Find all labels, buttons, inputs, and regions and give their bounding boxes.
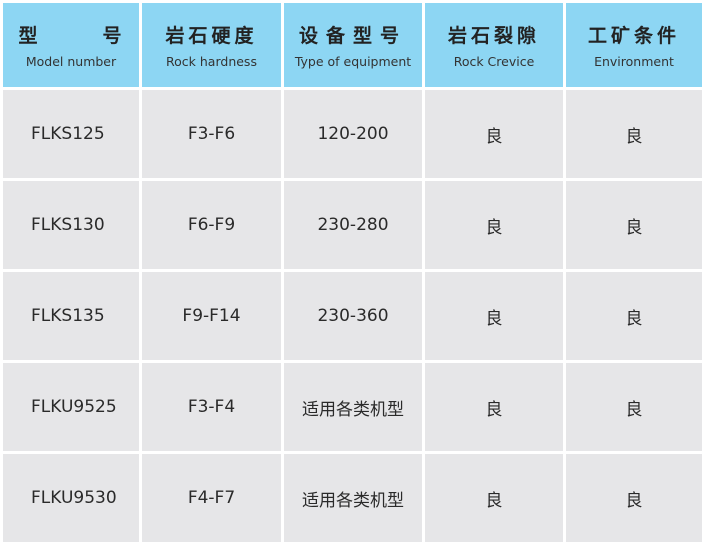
header-en: Rock Crevice xyxy=(453,54,535,69)
cell-equipment: 适用各类机型 xyxy=(281,360,425,454)
cell-equipment: 适用各类机型 xyxy=(281,451,425,545)
table-row: FLKU9525 F3-F4 适用各类机型良良 xyxy=(0,360,702,454)
header-en: Environment xyxy=(594,54,674,69)
header-equipment: 设备型号 Type of equipment xyxy=(281,0,425,90)
header-crevice: 岩石裂隙 Rock Crevice xyxy=(422,0,566,90)
cell-crevice: 良 xyxy=(422,269,566,363)
table-row: FLKU9530 F4-F7 适用各类机型良良 xyxy=(0,451,702,545)
header-zh: 型 号 xyxy=(18,25,124,47)
cell-environment: 良 xyxy=(563,269,702,363)
cell-crevice: 良 xyxy=(422,360,566,454)
cell-equipment: 120-200 xyxy=(281,87,425,181)
header-hardness: 岩石硬度 Rock hardness xyxy=(139,0,284,90)
cell-equipment: 230-280 xyxy=(281,178,425,272)
cell-crevice: 良 xyxy=(422,451,566,545)
header-en: Type of equipment xyxy=(294,54,412,69)
header-zh: 设备型号 xyxy=(298,25,407,47)
cell-model: FLKS130 xyxy=(0,178,142,272)
cell-equipment: 230-360 xyxy=(281,269,425,363)
cell-environment: 良 xyxy=(563,178,702,272)
header-zh: 工矿条件 xyxy=(587,25,680,47)
cell-model: FLKU9530 xyxy=(0,451,142,545)
table-row: FLKS135 F9-F14 230-360 良良 xyxy=(0,269,702,363)
header-model: 型 号 Model number xyxy=(0,0,142,90)
cell-environment: 良 xyxy=(563,360,702,454)
header-row: 型 号 Model number 岩石硬度 Rock hardness 设备型号 Ty… xyxy=(0,0,702,90)
cell-hardness: F3-F4 xyxy=(139,360,284,454)
cell-hardness: F6-F9 xyxy=(139,178,284,272)
header-environment: 工矿条件 Environment xyxy=(563,0,702,90)
cell-environment: 良 xyxy=(563,87,702,181)
cell-crevice: 良 xyxy=(422,87,566,181)
table-row: FLKS125 F3-F6 120-200 良良 xyxy=(0,87,702,181)
cell-model: FLKU9525 xyxy=(0,360,142,454)
cell-hardness: F4-F7 xyxy=(139,451,284,545)
cell-model: FLKS135 xyxy=(0,269,142,363)
cell-model: FLKS125 xyxy=(0,87,142,181)
header-en: Rock hardness xyxy=(166,54,257,69)
table-row: FLKS130 F6-F9 230-280 良良 xyxy=(0,178,702,272)
cell-hardness: F3-F6 xyxy=(139,87,284,181)
cell-crevice: 良 xyxy=(422,178,566,272)
cell-hardness: F9-F14 xyxy=(139,269,284,363)
header-en: Model number xyxy=(25,54,117,69)
header-zh: 岩石硬度 xyxy=(165,25,258,47)
header-zh: 岩石裂隙 xyxy=(447,25,540,47)
cell-environment: 良 xyxy=(563,451,702,545)
